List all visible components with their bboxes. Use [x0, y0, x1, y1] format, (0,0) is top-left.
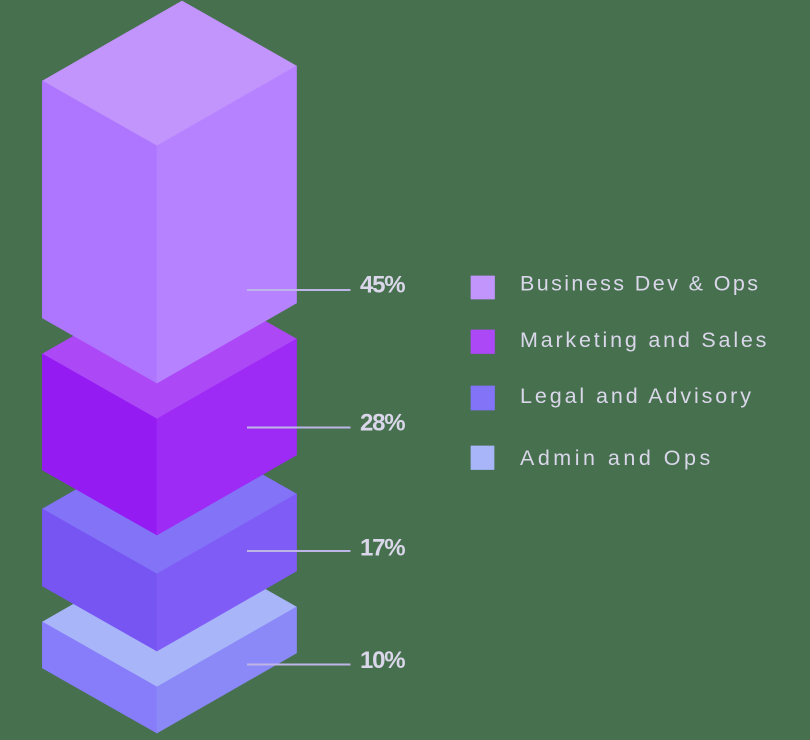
svg-text:28%: 28% — [360, 410, 405, 437]
svg-text:Marketing and Sales: Marketing and Sales — [520, 328, 769, 352]
svg-text:17%: 17% — [360, 535, 405, 562]
svg-text:45%: 45% — [360, 272, 405, 299]
svg-text:Business Dev & Ops: Business Dev & Ops — [520, 272, 760, 296]
svg-text:Legal and Advisory: Legal and Advisory — [520, 384, 754, 408]
svg-text:10%: 10% — [360, 647, 405, 674]
svg-text:Admin and Ops: Admin and Ops — [520, 446, 714, 470]
